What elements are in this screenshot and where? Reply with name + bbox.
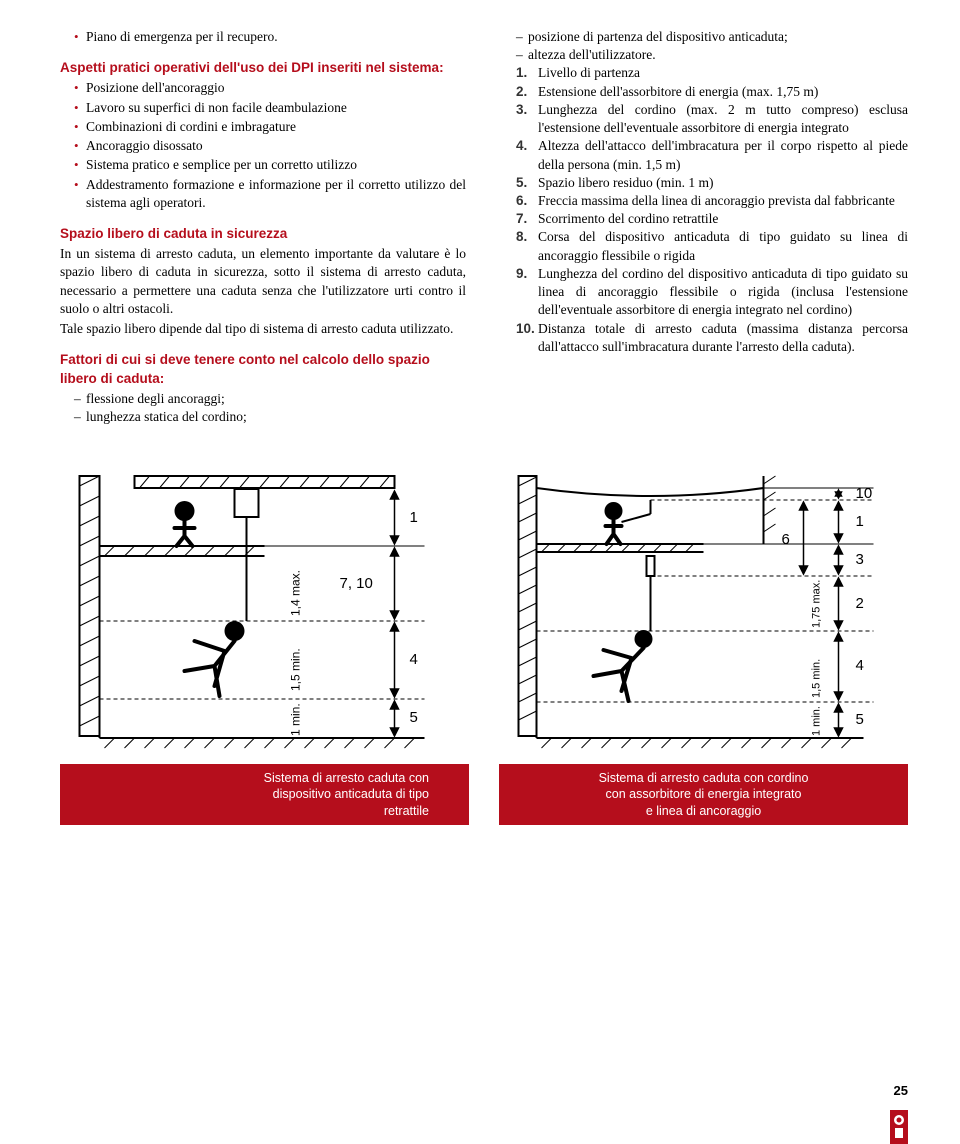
list-number: 9. — [516, 265, 527, 283]
fig-label: 4 — [410, 651, 418, 668]
list-text: Lunghezza del cordino del dispositivo an… — [538, 266, 908, 317]
dash-list-top: posizione di partenza del dispositivo an… — [502, 28, 908, 64]
figure-left: 1 7, 10 4 5 1,4 max. 1,5 min. 1 min. Sis… — [60, 456, 469, 825]
fig-label: 7, 10 — [340, 575, 373, 592]
fig-label: 6 — [782, 531, 790, 548]
left-column: Piano di emergenza per il recupero. Aspe… — [60, 28, 466, 426]
figure-right: 1 10 6 3 2 4 5 1,75 max. 1,5 min. 1 min.… — [499, 456, 908, 825]
list-item: posizione di partenza del dispositivo an… — [516, 28, 908, 46]
right-column: posizione di partenza del dispositivo an… — [502, 28, 908, 426]
list-number: 5. — [516, 174, 527, 192]
figures-row: 1 7, 10 4 5 1,4 max. 1,5 min. 1 min. Sis… — [60, 456, 908, 825]
fig-axis-label: 1 min. — [289, 703, 303, 736]
caption-left: Sistema di arresto caduta condispositivo… — [60, 764, 469, 825]
list-item: Addestramento formazione e informazione … — [74, 176, 466, 212]
list-item: 9. Lunghezza del cordino del dispositivo … — [516, 265, 908, 320]
dash-list: flessione degli ancoraggi; lunghezza sta… — [60, 390, 466, 426]
list-number: 8. — [516, 228, 527, 246]
fig-label: 5 — [410, 709, 418, 726]
list-text: Spazio libero residuo (min. 1 m) — [538, 175, 713, 190]
list-item: 6. Freccia massima della linea di ancorag… — [516, 192, 908, 210]
corner-tab-icon — [890, 1110, 908, 1144]
list-item: 1. Livello di partenza — [516, 64, 908, 82]
list-text: Estensione dell'assorbitore di energia (… — [538, 84, 818, 99]
fig-label: 5 — [856, 711, 864, 728]
list-item: 2. Estensione dell'assorbitore di energia… — [516, 83, 908, 101]
list-number: 7. — [516, 210, 527, 228]
fig-label: 10 — [856, 485, 873, 502]
list-number: 1. — [516, 64, 527, 82]
list-item: 4. Altezza dell'attacco dell'imbracatura … — [516, 137, 908, 173]
fig-axis-label: 1 min. — [811, 706, 823, 736]
top-bullet-list: Piano di emergenza per il recupero. — [60, 28, 466, 46]
list-item: Combinazioni di cordini e imbragature — [74, 118, 466, 136]
fig-label: 4 — [856, 657, 864, 674]
list-item: Ancoraggio disossato — [74, 137, 466, 155]
list-item: Lavoro su superfici di non facile deambu… — [74, 99, 466, 117]
list-text: Lunghezza del cordino (max. 2 m tutto co… — [538, 102, 908, 135]
list-text: Scorrimento del cordino retrattile — [538, 211, 718, 226]
list-number: 4. — [516, 137, 527, 155]
paragraph: Tale spazio libero dipende dal tipo di s… — [60, 320, 466, 338]
list-text: Altezza dell'attacco dell'imbracatura pe… — [538, 138, 908, 171]
list-item: Posizione dell'ancoraggio — [74, 79, 466, 97]
fig-label: 3 — [856, 551, 864, 568]
fig-axis-label: 1,5 min. — [811, 659, 823, 698]
fig-label: 1 — [856, 513, 864, 530]
list-number: 3. — [516, 101, 527, 119]
paragraph: In un sistema di arresto caduta, un elem… — [60, 245, 466, 318]
list-item: altezza dell'utilizzatore. — [516, 46, 908, 64]
bullet-list-1: Posizione dell'ancoraggio Lavoro su supe… — [60, 79, 466, 212]
fig-axis-label: 1,4 max. — [289, 570, 303, 616]
list-number: 2. — [516, 83, 527, 101]
fig-label: 1 — [410, 509, 418, 526]
heading-fattori: Fattori di cui si deve tenere conto nel … — [60, 351, 466, 387]
diagram-left-svg: 1 7, 10 4 5 1,4 max. 1,5 min. 1 min. — [60, 456, 469, 756]
numbered-list: 1. Livello di partenza 2. Estensione dell'… — [502, 64, 908, 356]
list-item: 8. Corsa del dispositivo anticaduta di ti… — [516, 228, 908, 264]
list-item: Sistema pratico e semplice per un corret… — [74, 156, 466, 174]
page-number: 25 — [894, 1082, 908, 1100]
list-number: 10. — [516, 320, 535, 338]
list-number: 6. — [516, 192, 527, 210]
list-item: lunghezza statica del cordino; — [74, 408, 466, 426]
heading-spazio: Spazio libero di caduta in sicurezza — [60, 225, 466, 243]
diagram-right-svg: 1 10 6 3 2 4 5 1,75 max. 1,5 min. 1 min. — [499, 456, 908, 756]
list-item: 7. Scorrimento del cordino retrattile — [516, 210, 908, 228]
list-text: Freccia massima della linea di ancoraggi… — [538, 193, 895, 208]
content-columns: Piano di emergenza per il recupero. Aspe… — [60, 28, 908, 426]
caption-right: Sistema di arresto caduta con cordinocon… — [499, 764, 908, 825]
list-item: 5. Spazio libero residuo (min. 1 m) — [516, 174, 908, 192]
list-item: 3. Lunghezza del cordino (max. 2 m tutto … — [516, 101, 908, 137]
list-text: Corsa del dispositivo anticaduta di tipo… — [538, 229, 908, 262]
list-text: Livello di partenza — [538, 65, 640, 80]
list-text: Distanza totale di arresto caduta (massi… — [538, 321, 908, 354]
heading-aspetti: Aspetti pratici operativi dell'uso dei D… — [60, 59, 466, 77]
fig-axis-label: 1,5 min. — [289, 648, 303, 691]
list-item: Piano di emergenza per il recupero. — [74, 28, 466, 46]
list-item: flessione degli ancoraggi; — [74, 390, 466, 408]
fig-label: 2 — [856, 595, 864, 612]
list-item: 10.Distanza totale di arresto caduta (ma… — [516, 320, 908, 356]
fig-axis-label: 1,75 max. — [811, 580, 823, 628]
